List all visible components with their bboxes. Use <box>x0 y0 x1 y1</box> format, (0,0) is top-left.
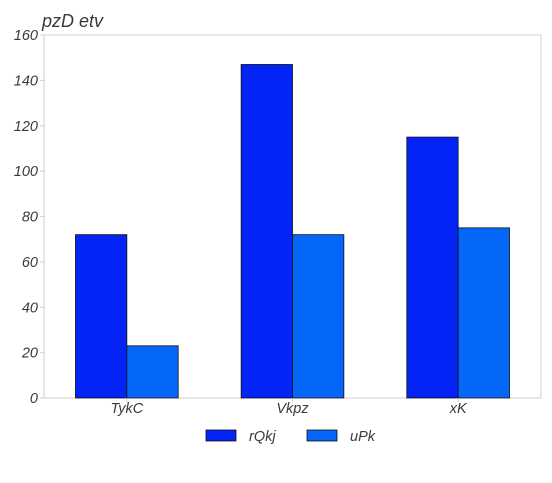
y-tick-label: 0 <box>30 391 38 407</box>
x-tick-label: xK <box>449 401 468 417</box>
y-tick-label: 60 <box>22 255 38 271</box>
legend-swatch-uPk <box>307 430 337 441</box>
legend-label: uPk <box>350 429 376 445</box>
x-axis: TykC Vkpz xK <box>110 398 468 417</box>
bars <box>75 64 509 398</box>
x-tick-label: TykC <box>110 401 143 417</box>
y-tick-label: 20 <box>21 346 38 362</box>
y-tick-label: 160 <box>14 28 38 44</box>
legend-label: rQkj <box>249 429 276 445</box>
y-axis: 0 20 40 60 80 100 120 140 160 <box>14 28 44 407</box>
bar-uPk-TykC <box>127 346 178 398</box>
y-tick-label: 120 <box>14 119 38 135</box>
y-tick-label: 140 <box>14 73 38 89</box>
chart-title: pzD etv <box>41 11 104 31</box>
y-tick-label: 40 <box>22 300 38 316</box>
y-tick-label: 80 <box>22 210 38 226</box>
bar-uPk-Vkpz <box>293 235 344 398</box>
x-tick-label: Vkpz <box>276 401 309 417</box>
bar-rQkj-TykC <box>75 235 126 398</box>
legend-swatch-rQkj <box>206 430 236 441</box>
bar-rQkj-Vkpz <box>241 64 292 398</box>
bar-uPk-xK <box>458 228 509 398</box>
legend: rQkj uPk <box>206 429 376 445</box>
y-tick-label: 100 <box>14 164 38 180</box>
bar-rQkj-xK <box>407 137 458 398</box>
